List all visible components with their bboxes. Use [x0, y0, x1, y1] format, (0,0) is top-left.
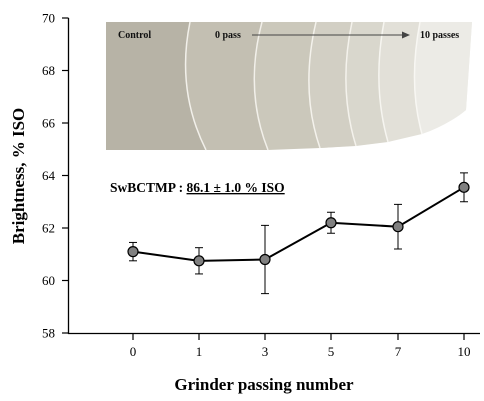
y-tick-label: 70 [42, 11, 55, 26]
x-tick-label: 10 [458, 344, 471, 359]
y-tick-label: 58 [42, 326, 55, 341]
data-series [127, 172, 470, 295]
x-tick-label: 3 [262, 344, 269, 359]
x-axis-title: Grinder passing number [174, 375, 354, 394]
y-tick-label: 68 [42, 63, 55, 78]
series-line [132, 186, 465, 262]
annotation: SwBCTMP : 86.1 ± 1.0 % ISO [110, 180, 285, 195]
data-point [193, 255, 205, 267]
inset-photo: Control 0 pass 10 passes [106, 21, 472, 151]
data-point [325, 217, 337, 229]
x-tick-label: 0 [130, 344, 137, 359]
y-tick-label: 62 [42, 221, 55, 236]
y-ticks: 58 60 62 64 66 68 70 [42, 11, 69, 341]
photo-arrow-head [402, 31, 410, 39]
photo-label-end: 10 passes [420, 30, 459, 41]
data-point [392, 221, 404, 233]
x-tick-label: 7 [395, 344, 402, 359]
data-point [127, 246, 139, 258]
y-tick-label: 64 [42, 168, 56, 183]
data-point [458, 181, 470, 193]
y-tick-label: 60 [42, 273, 55, 288]
data-point [259, 253, 271, 266]
x-ticks: 0 1 3 5 7 10 [130, 333, 471, 359]
annotation-text: SwBCTMP : 86.1 ± 1.0 % ISO [110, 180, 285, 195]
photo-label-start: 0 pass [215, 30, 241, 41]
y-tick-label: 66 [42, 116, 56, 131]
annotation-value: 86.1 ± 1.0 % ISO [187, 180, 285, 195]
photo-label-control: Control [118, 30, 151, 41]
x-tick-label: 1 [196, 344, 203, 359]
annotation-label: SwBCTMP : [110, 180, 187, 195]
y-axis-title: Brightness, % ISO [9, 108, 28, 245]
x-tick-label: 5 [328, 344, 335, 359]
